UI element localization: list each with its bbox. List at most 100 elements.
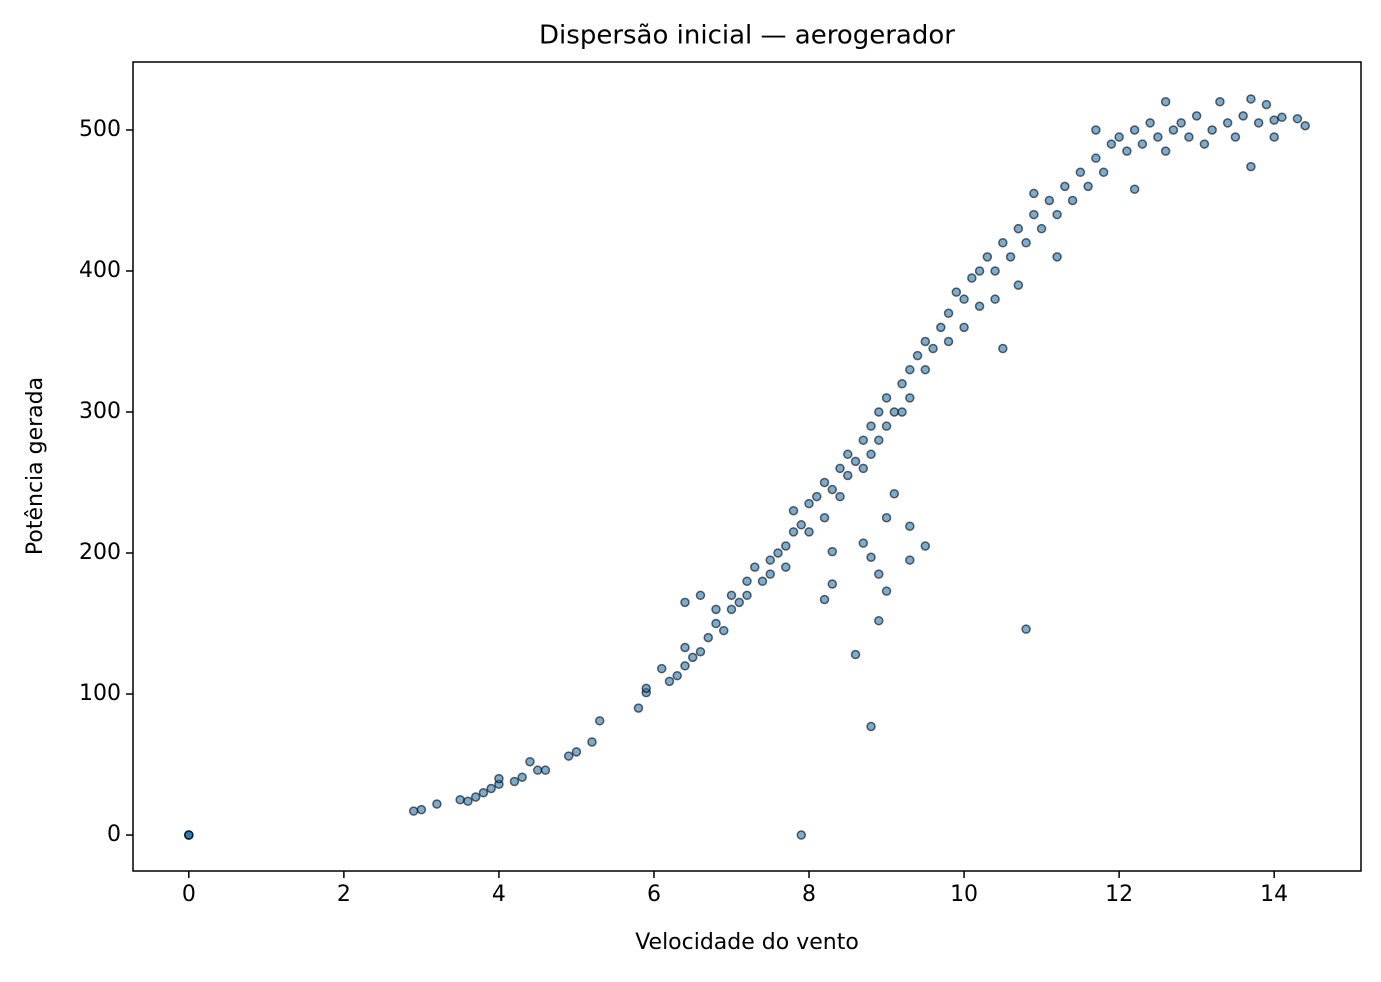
point (1222, 118, 1233, 128)
point (1129, 184, 1140, 194)
point (866, 721, 876, 732)
y-tick-label: 100 (79, 681, 121, 706)
point (959, 322, 969, 333)
point (936, 322, 946, 333)
point (1269, 132, 1279, 142)
point (1067, 195, 1078, 206)
point (781, 541, 791, 551)
y-tick-label: 400 (79, 258, 121, 283)
point (726, 590, 737, 601)
y-tick-label: 200 (79, 540, 121, 565)
point (494, 773, 504, 784)
point (734, 597, 744, 608)
point (1021, 238, 1031, 248)
point (827, 546, 838, 557)
point (804, 498, 814, 509)
x-tick-label: 8 (802, 882, 816, 907)
point (850, 649, 861, 660)
point (773, 548, 783, 558)
point (1168, 125, 1179, 135)
point (1238, 111, 1248, 121)
point (874, 569, 884, 579)
point (1129, 125, 1140, 135)
point (781, 562, 791, 572)
point (858, 463, 869, 474)
x-tick-label: 6 (647, 882, 661, 907)
point (470, 792, 481, 802)
point (804, 527, 814, 537)
point (711, 604, 721, 615)
point (889, 407, 900, 417)
point (1207, 125, 1217, 135)
point (750, 562, 760, 572)
point (990, 266, 1000, 276)
point (967, 273, 977, 283)
point (1029, 188, 1039, 199)
point (680, 597, 690, 608)
x-tick-label: 0 (182, 882, 196, 907)
point (703, 632, 713, 643)
point (1052, 209, 1062, 220)
point (850, 456, 861, 467)
point (1269, 115, 1279, 125)
point (463, 796, 473, 806)
point (1300, 120, 1310, 131)
point (687, 652, 698, 663)
point (905, 555, 915, 565)
plot-frame (132, 61, 1362, 872)
point (1083, 181, 1093, 192)
point (1021, 624, 1031, 634)
point (1106, 139, 1117, 149)
point (881, 513, 892, 523)
point (455, 795, 465, 805)
point (718, 625, 729, 636)
point (819, 477, 830, 488)
point (1029, 209, 1039, 220)
point (974, 266, 985, 276)
point (1176, 118, 1186, 128)
point (486, 783, 496, 794)
point (819, 594, 830, 605)
point (517, 772, 527, 782)
point (905, 393, 915, 403)
point (843, 470, 853, 481)
point (796, 830, 807, 840)
point (858, 435, 869, 445)
point (1122, 146, 1132, 156)
point (656, 663, 667, 674)
point (858, 538, 869, 548)
x-tick-label: 12 (1105, 882, 1133, 907)
point (432, 799, 442, 809)
point (1145, 118, 1155, 128)
point (765, 555, 776, 565)
point (1230, 132, 1241, 142)
point (532, 765, 543, 775)
point (827, 484, 838, 495)
point (874, 435, 884, 445)
point (680, 642, 690, 653)
point (1160, 97, 1171, 107)
point (843, 449, 853, 460)
point (1044, 195, 1055, 206)
point (408, 806, 419, 816)
point (920, 364, 931, 375)
point (711, 618, 721, 629)
point (897, 407, 907, 417)
point (478, 787, 489, 798)
point (1277, 112, 1287, 123)
point (1137, 139, 1148, 149)
y-axis-label: Potência gerada (23, 377, 48, 555)
point (881, 586, 892, 596)
point (874, 615, 884, 626)
point (1013, 280, 1024, 290)
point (788, 527, 799, 537)
point (1060, 181, 1070, 192)
point (881, 421, 892, 431)
y-tick-label: 500 (79, 117, 121, 142)
point (835, 491, 845, 502)
point (905, 521, 915, 531)
point (943, 336, 954, 347)
point (184, 830, 194, 840)
point (633, 703, 644, 713)
point (540, 765, 551, 775)
